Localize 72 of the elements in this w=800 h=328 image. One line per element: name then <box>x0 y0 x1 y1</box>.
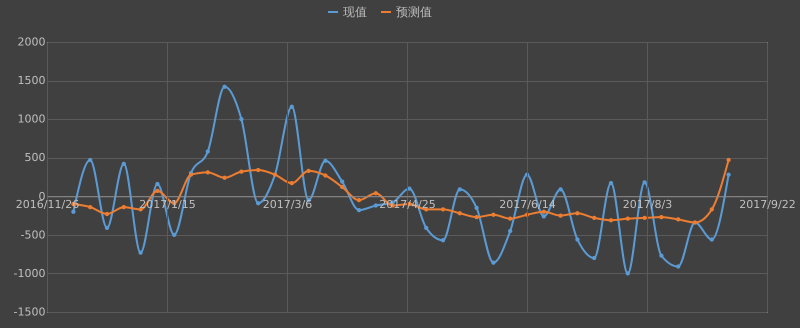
point <box>491 212 496 217</box>
point <box>508 216 512 221</box>
point <box>474 214 479 220</box>
y-tick-label: -500 <box>20 228 46 242</box>
y-tick-label: 500 <box>24 151 46 164</box>
point <box>256 201 260 206</box>
point <box>122 162 126 166</box>
point <box>642 180 647 185</box>
point <box>88 204 92 210</box>
y-tick-label: 1500 <box>18 74 46 88</box>
point <box>491 260 496 265</box>
legend-label: 现值 <box>343 5 367 19</box>
point <box>104 226 110 230</box>
point <box>206 170 210 174</box>
point <box>222 176 227 180</box>
point <box>558 213 563 218</box>
y-tick-label: -1500 <box>14 306 46 318</box>
point <box>542 214 546 218</box>
y-tick-label: -1000 <box>14 266 46 280</box>
point <box>155 182 160 186</box>
point <box>306 168 311 173</box>
point <box>138 250 143 255</box>
point <box>558 187 563 192</box>
point <box>474 206 479 210</box>
point <box>424 226 428 230</box>
x-tick-label: 2017/3/6 <box>262 198 312 211</box>
point <box>592 256 596 260</box>
legend-label: 预测值 <box>396 5 432 19</box>
point <box>155 188 160 194</box>
point <box>710 207 714 212</box>
point <box>626 216 630 221</box>
point <box>340 180 344 184</box>
point <box>88 158 92 162</box>
point <box>374 203 378 208</box>
point <box>642 216 647 220</box>
point <box>239 117 244 122</box>
point <box>290 181 294 186</box>
point <box>659 214 664 220</box>
y-tick-label: 1000 <box>18 112 46 126</box>
point <box>458 187 462 192</box>
point <box>206 149 210 154</box>
point <box>726 158 731 162</box>
point <box>323 173 328 178</box>
point <box>458 211 462 216</box>
point <box>659 254 664 258</box>
point <box>239 169 244 174</box>
point <box>710 237 714 242</box>
point <box>340 184 344 190</box>
point <box>323 158 328 163</box>
point <box>356 198 362 202</box>
point <box>608 218 614 222</box>
point <box>508 228 512 234</box>
point <box>626 271 630 276</box>
point <box>104 212 110 216</box>
point <box>608 181 614 186</box>
point <box>726 172 731 177</box>
point <box>575 237 580 242</box>
y-tick-label: 2000 <box>18 36 46 48</box>
x-tick-label: 2017/9/22 <box>739 198 796 211</box>
point <box>374 191 378 196</box>
point <box>172 232 176 237</box>
point <box>440 238 446 242</box>
point <box>290 104 294 109</box>
point <box>222 84 227 89</box>
point <box>676 217 680 222</box>
point <box>575 211 580 216</box>
point <box>256 168 260 172</box>
point <box>592 216 596 220</box>
point <box>356 208 362 212</box>
point <box>676 264 680 269</box>
point <box>122 204 126 210</box>
point <box>440 207 446 212</box>
